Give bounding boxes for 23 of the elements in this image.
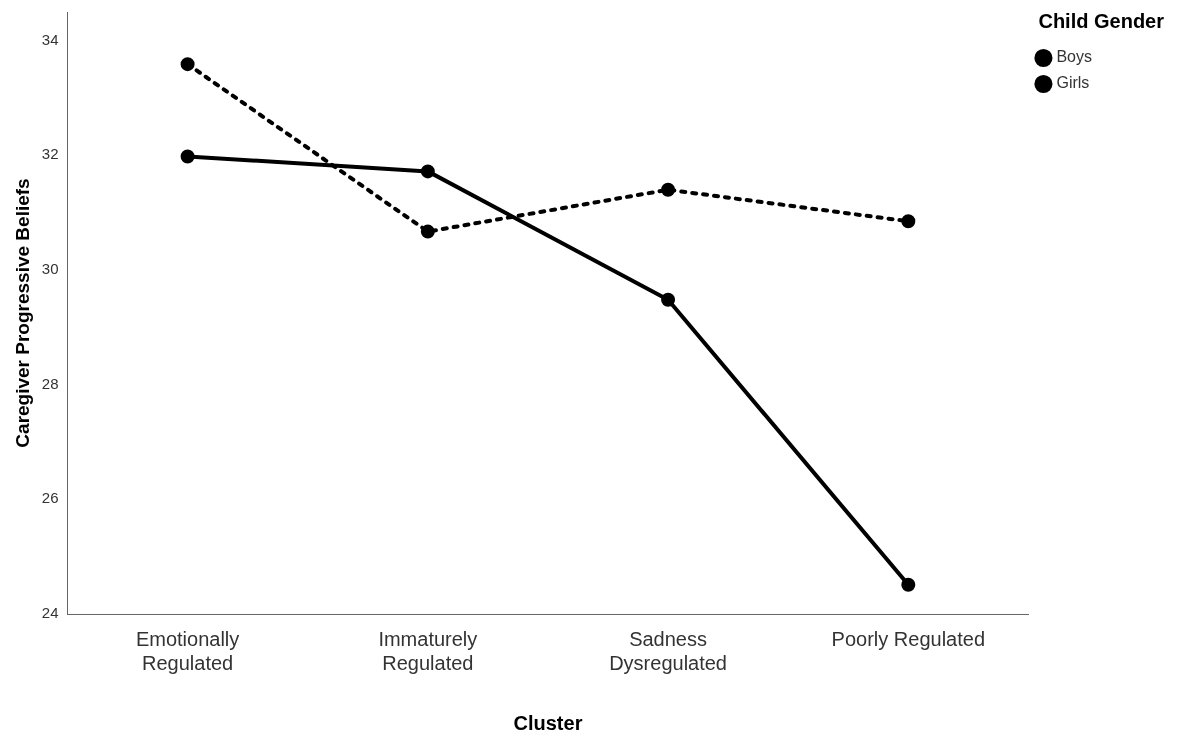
y-axis-title: Caregiver Progressive Beliefs xyxy=(11,178,33,448)
point xyxy=(180,149,195,164)
legend-label: Girls xyxy=(1056,74,1090,92)
point xyxy=(420,164,435,179)
y-tick-label: 34 xyxy=(41,30,59,48)
point xyxy=(661,182,676,197)
y-tick-label: 26 xyxy=(41,489,59,507)
y-tick-label: 30 xyxy=(41,260,59,278)
x-axis-title: Cluster xyxy=(513,711,583,734)
x-tick-label: Emotionally Regulated xyxy=(135,627,240,674)
y-tick-label: 28 xyxy=(41,374,59,392)
x-tick-label: Sadness Dysregulated xyxy=(609,627,727,674)
y-tick-label: 24 xyxy=(41,604,59,622)
y-tick-label: 32 xyxy=(41,145,59,163)
point xyxy=(180,57,195,72)
x-tick-label: Immaturely Regulated xyxy=(378,627,478,674)
point xyxy=(661,292,676,307)
point xyxy=(901,577,916,592)
legend-title: Child Gender xyxy=(1038,9,1165,32)
point xyxy=(420,224,435,239)
x-tick-label: Poorly Regulated xyxy=(831,627,986,650)
legend-label: Boys xyxy=(1056,48,1093,66)
point xyxy=(901,214,916,229)
